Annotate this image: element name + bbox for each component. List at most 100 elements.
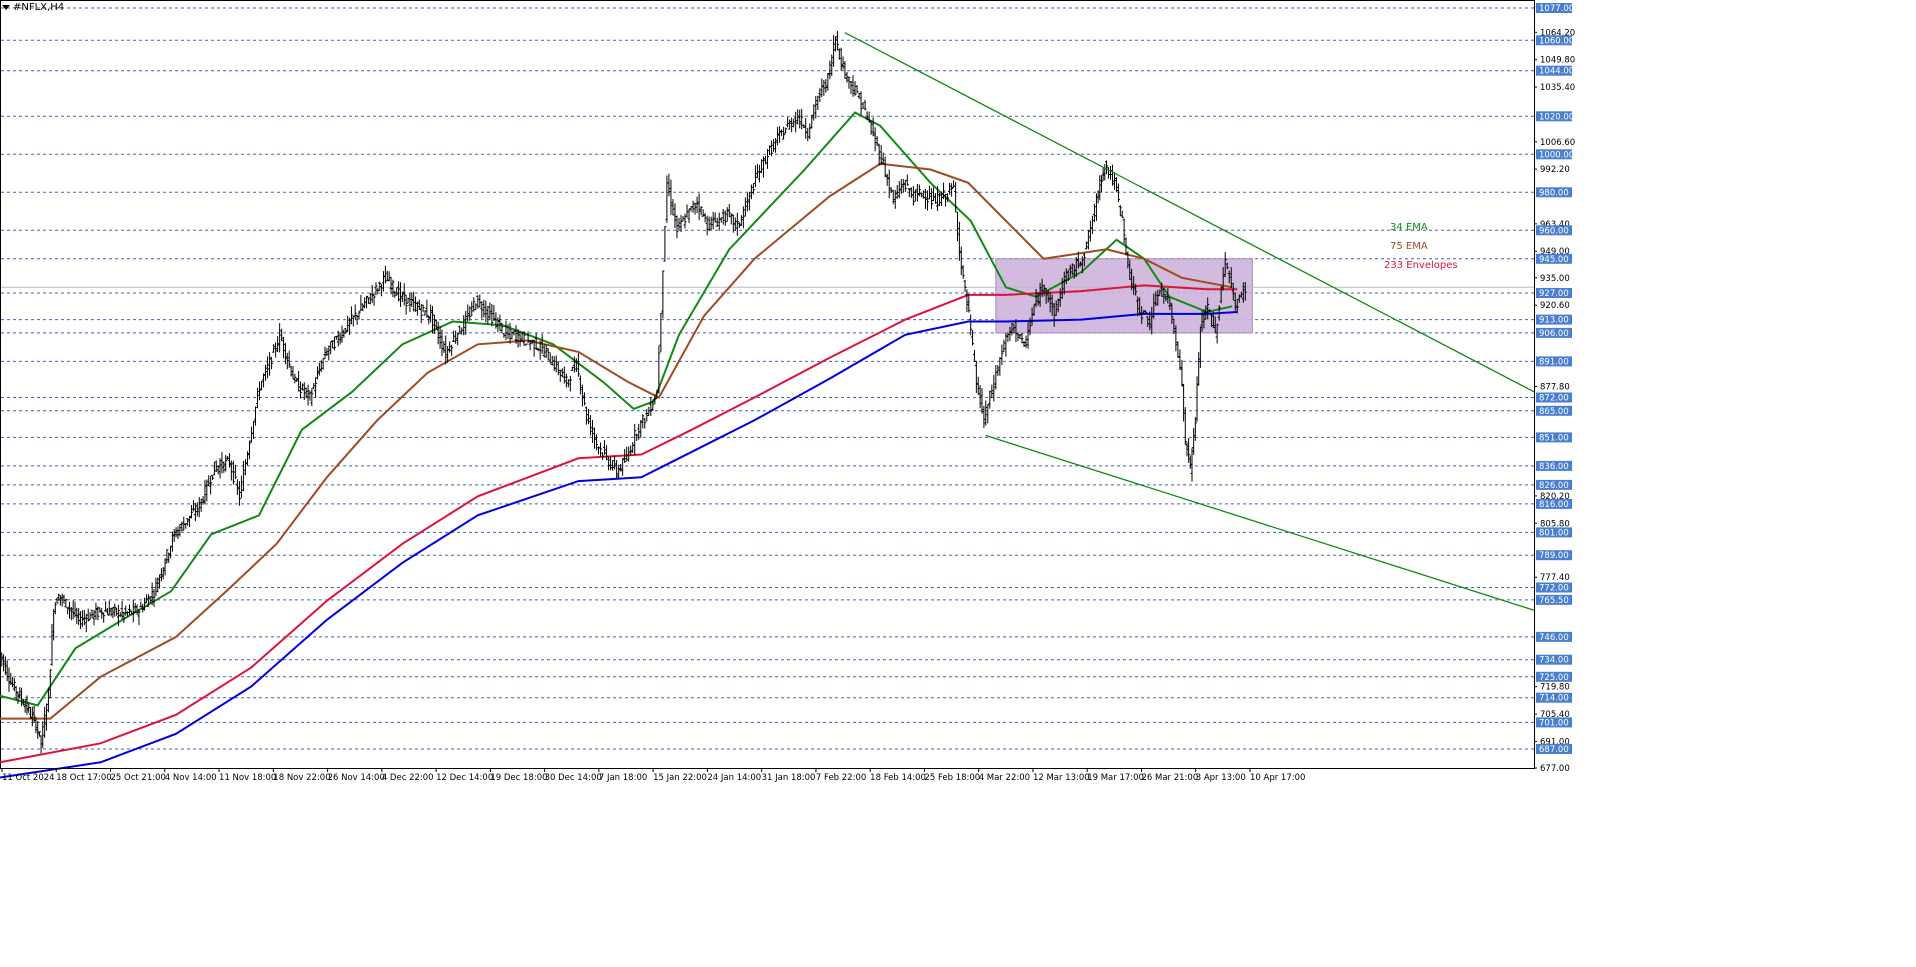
time-label: 18 Nov 22:00 [273, 773, 330, 783]
ruler-badge [1536, 314, 1572, 325]
time-label: 15 Jan 22:00 [653, 773, 707, 783]
ruler-badge [1536, 253, 1572, 264]
price-scale-label: 1064.20 [1540, 28, 1575, 38]
series-line-2 [0, 284, 1238, 764]
time-label: 30 Dec 14:00 [545, 773, 602, 783]
ruler-label: 836.00 [1539, 462, 1569, 472]
ruler-badge [1536, 327, 1572, 338]
ruler-label: 906.00 [1539, 329, 1569, 339]
price-scale-label: 992.20 [1540, 165, 1570, 175]
legend-entry-2: 233 Envelopes [1384, 260, 1458, 271]
symbol-title: #NFLX,H4 [2, 2, 64, 13]
ruler-label: 1077.00 [1539, 4, 1574, 14]
trendline-1 [985, 434, 1535, 611]
ruler-label: 1020.00 [1539, 112, 1574, 122]
ruler-badge [1536, 392, 1572, 403]
ruler-badge [1536, 717, 1572, 728]
price-scale-label: 820.20 [1540, 492, 1570, 502]
ruler-label: 734.00 [1539, 656, 1569, 666]
ruler-label: 1044.00 [1539, 67, 1574, 77]
ruler-label: 714.00 [1539, 694, 1569, 704]
time-label: 3 Apr 13:00 [1196, 773, 1246, 783]
price-scale-label: 1049.80 [1540, 56, 1575, 66]
ruler-badge [1536, 654, 1572, 665]
price-scale-label: 1035.40 [1540, 83, 1575, 93]
ruler-label: 701.00 [1539, 718, 1569, 728]
ruler-label: 865.00 [1539, 407, 1569, 417]
time-label: 11 Oct 2024 [2, 773, 55, 783]
trendline-0 [844, 32, 1535, 393]
ruler-badge [1536, 594, 1572, 605]
ruler-label: 927.00 [1539, 289, 1569, 299]
ruler-label: 687.00 [1539, 745, 1569, 755]
price-scale-label: 777.40 [1540, 573, 1570, 583]
time-label: 18 Feb 14:00 [870, 773, 926, 783]
ruler-label: 891.00 [1539, 357, 1569, 367]
ruler-badge [1536, 582, 1572, 593]
ruler-badge [1536, 460, 1572, 471]
ruler-badge [1536, 498, 1572, 509]
series-line-1 [0, 162, 1233, 720]
price-scale-label: 677.00 [1540, 764, 1570, 774]
ruler-badge [1536, 744, 1572, 754]
time-label: 11 Nov 18:00 [219, 773, 276, 783]
price-scale-label: 963.40 [1540, 220, 1570, 230]
ruler-label: 980.00 [1539, 188, 1569, 198]
symbol-label: #NFLX,H4 [13, 2, 65, 13]
ruler-badge [1536, 3, 1572, 13]
ruler-label: 816.00 [1539, 500, 1569, 510]
ruler-label: 872.00 [1539, 394, 1569, 404]
ruler-label: 826.00 [1539, 481, 1569, 491]
price-scale-label: 920.60 [1540, 301, 1570, 311]
series-line-3 [0, 311, 1238, 779]
ruler-label: 960.00 [1539, 226, 1569, 236]
ruler-badge [1536, 692, 1572, 703]
price-scale-bg [1535, 0, 1916, 963]
series-line-0 [0, 111, 1233, 707]
time-label: 18 Oct 17:00 [56, 773, 111, 783]
ruler-badge [1536, 671, 1572, 682]
ruler-badge [1536, 149, 1572, 160]
ruler-label: 765.50 [1539, 596, 1569, 606]
ruler-badge [1536, 631, 1572, 642]
ruler-label: 801.00 [1539, 528, 1569, 538]
time-label: 31 Jan 18:00 [762, 773, 816, 783]
ruler-badge [1536, 225, 1572, 236]
price-bars [0, 30, 1247, 754]
legend-entry-0: 34 EMA [1390, 222, 1428, 233]
time-label: 12 Mar 13:00 [1033, 773, 1090, 783]
ruler-badge [1536, 356, 1572, 367]
ruler-badge [1536, 527, 1572, 538]
price-scale-label: 935.00 [1540, 274, 1570, 284]
ruler-badge [1536, 187, 1572, 198]
legend-entry-1: 75 EMA [1390, 241, 1428, 252]
ruler-label: 1060.00 [1539, 36, 1574, 46]
plot-frame [0, 0, 1535, 769]
ruler-badge [1536, 35, 1572, 46]
price-scale-label: 805.80 [1540, 519, 1570, 529]
ruler-label: 725.00 [1539, 673, 1569, 683]
ruler-label: 772.00 [1539, 584, 1569, 594]
time-label: 26 Mar 21:00 [1141, 773, 1198, 783]
ruler-badge [1536, 111, 1572, 122]
price-scale-label: 691.00 [1540, 737, 1570, 747]
price-scale-label: 705.40 [1540, 710, 1570, 720]
ruler-label: 1000.00 [1539, 150, 1574, 160]
time-label: 12 Dec 14:00 [436, 773, 493, 783]
ruler-badge [1536, 288, 1572, 298]
time-label: 24 Jan 14:00 [707, 773, 761, 783]
chevron-down-icon[interactable] [2, 5, 10, 10]
time-label: 19 Mar 17:00 [1087, 773, 1144, 783]
price-scale-label: 719.80 [1540, 683, 1570, 693]
ruler-label: 746.00 [1539, 633, 1569, 643]
price-scale-label: 1006.60 [1540, 138, 1575, 148]
time-label: 26 Nov 14:00 [328, 773, 385, 783]
time-label: 4 Nov 14:00 [165, 773, 217, 783]
ruler-label: 913.00 [1539, 316, 1569, 326]
ruler-badge [1536, 432, 1572, 443]
time-label: 10 Apr 17:00 [1250, 773, 1305, 783]
time-label: 25 Oct 21:00 [111, 773, 166, 783]
time-label: 7 Feb 22:00 [816, 773, 866, 783]
